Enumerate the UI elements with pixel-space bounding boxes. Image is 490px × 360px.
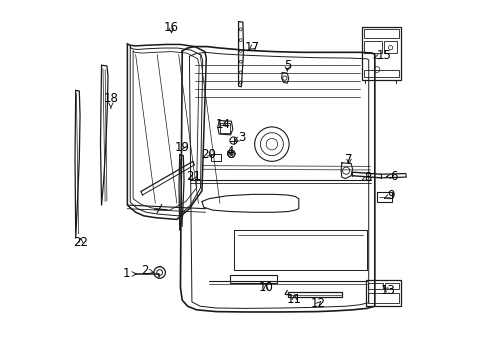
Bar xyxy=(368,283,383,289)
Text: 15: 15 xyxy=(374,49,392,62)
Bar xyxy=(366,280,401,306)
Bar xyxy=(288,292,342,297)
Text: 12: 12 xyxy=(311,297,326,310)
Text: 8: 8 xyxy=(362,171,372,184)
Text: 5: 5 xyxy=(284,59,291,72)
Text: 3: 3 xyxy=(234,131,245,144)
Text: 21: 21 xyxy=(187,170,201,183)
Text: 1: 1 xyxy=(122,267,136,280)
Text: 6: 6 xyxy=(387,170,397,183)
Bar xyxy=(364,70,399,77)
Text: 11: 11 xyxy=(287,293,302,306)
Text: 7: 7 xyxy=(345,153,353,166)
Bar xyxy=(364,41,382,53)
Bar xyxy=(377,192,392,202)
Text: 14: 14 xyxy=(216,118,231,131)
Text: 10: 10 xyxy=(258,281,273,294)
Bar xyxy=(368,293,399,303)
Bar xyxy=(220,123,230,133)
Text: 4: 4 xyxy=(226,145,234,158)
Bar xyxy=(364,29,399,39)
Text: 9: 9 xyxy=(384,189,395,202)
Bar xyxy=(385,283,399,289)
Bar xyxy=(230,275,276,283)
Bar xyxy=(384,41,397,53)
Bar xyxy=(211,154,220,161)
Text: 22: 22 xyxy=(74,236,88,249)
Text: 19: 19 xyxy=(175,141,190,154)
Text: 16: 16 xyxy=(164,22,179,35)
Bar xyxy=(362,27,401,80)
Text: 18: 18 xyxy=(103,93,118,108)
Text: 20: 20 xyxy=(201,148,216,161)
Text: 17: 17 xyxy=(245,41,260,54)
Text: 13: 13 xyxy=(381,284,396,297)
Text: 2: 2 xyxy=(141,264,154,277)
